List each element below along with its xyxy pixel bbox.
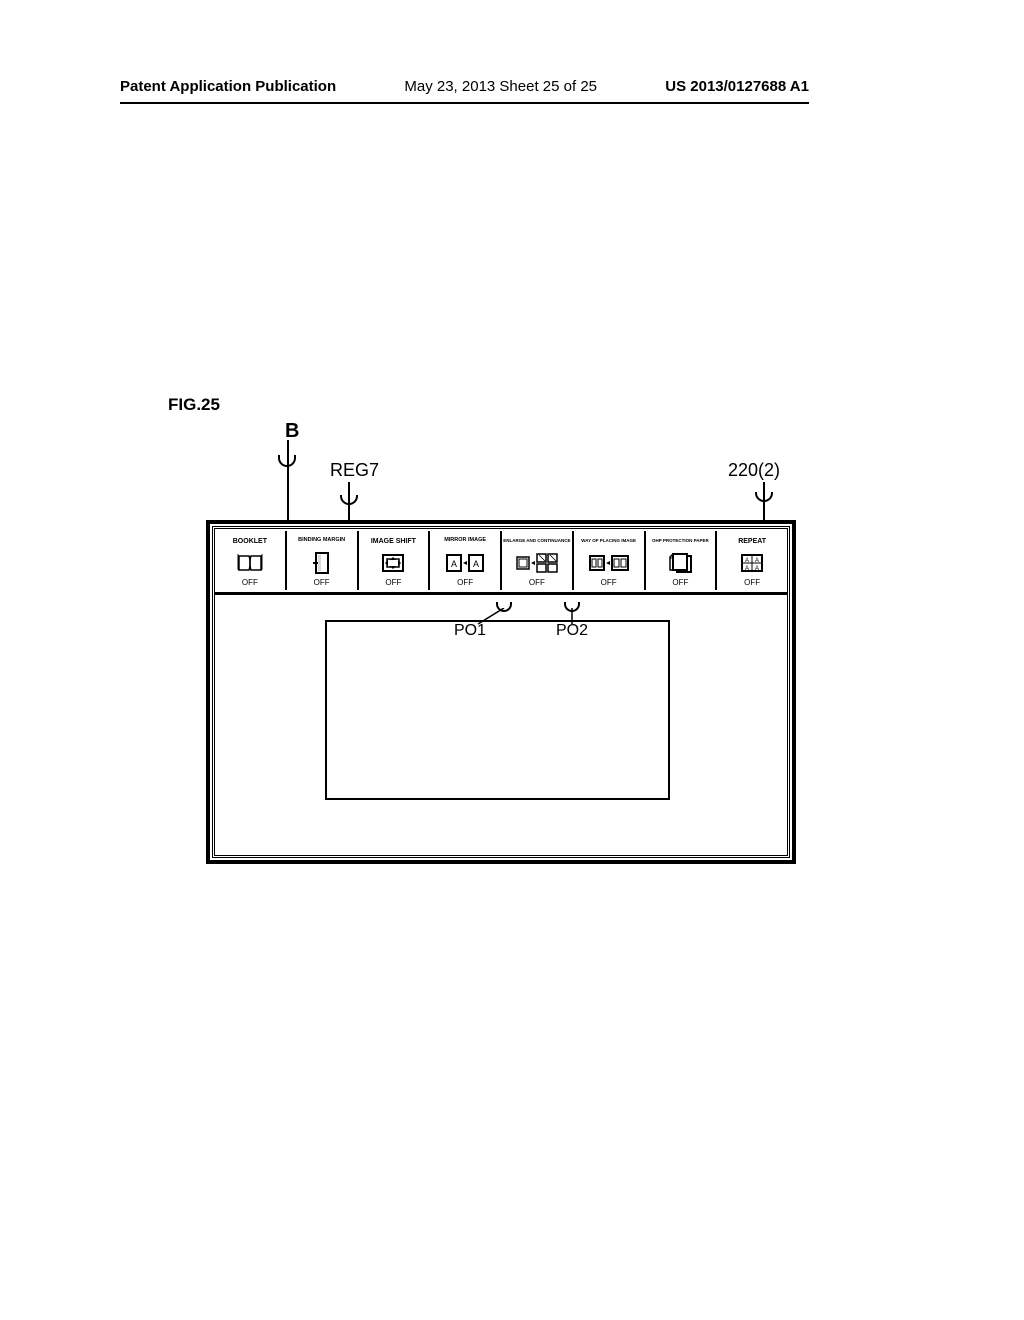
tb-ohp-protection-paper[interactable]: OHP PROTECTION PAPER OFF <box>646 531 718 590</box>
svg-text:A: A <box>745 558 749 564</box>
callout-reg7-label: REG7 <box>330 460 379 481</box>
svg-text:A: A <box>755 566 759 572</box>
tb-title: IMAGE SHIFT <box>371 534 416 548</box>
tb-title: BOOKLET <box>233 534 267 548</box>
header-left: Patent Application Publication <box>120 78 336 95</box>
repeat-icon: A A A A <box>719 550 785 576</box>
tb-title: OHP PROTECTION PAPER <box>652 534 709 548</box>
tb-way-of-placing-image[interactable]: WAY OF PLACING IMAGE OFF <box>574 531 646 590</box>
tb-status: OFF <box>529 578 545 587</box>
header-right: US 2013/0127688 A1 <box>665 78 809 95</box>
image-shift-icon <box>361 550 427 576</box>
callout-po1-leader <box>470 608 510 628</box>
figure-label: FIG.25 <box>168 395 220 415</box>
way-of-placing-image-icon <box>576 550 642 576</box>
mirror-image-icon: A A <box>432 550 498 576</box>
tb-enlarge-continuance[interactable]: ENLARGE AND CONTINUANCE <box>502 531 574 590</box>
header-mid: May 23, 2013 Sheet 25 of 25 <box>404 78 597 95</box>
tb-status: OFF <box>601 578 617 587</box>
tb-repeat[interactable]: REPEAT A A A A OFF <box>717 531 787 590</box>
callout-panel-id-label: 220(2) <box>728 460 780 481</box>
tb-booklet[interactable]: BOOKLET OFF <box>215 531 287 590</box>
tb-mirror-image[interactable]: MIRROR IMAGE A A OFF <box>430 531 502 590</box>
tb-title: REPEAT <box>738 534 766 548</box>
tb-binding-margin[interactable]: BINDING MARGIN OFF <box>287 531 359 590</box>
tb-status: OFF <box>744 578 760 587</box>
content-inner-rect <box>325 620 670 800</box>
tb-title: BINDING MARGIN <box>298 534 345 548</box>
callout-po2-leader <box>566 608 586 628</box>
display-panel: BOOKLET OFF BINDING MARGIN <box>206 520 796 864</box>
tb-title: MIRROR IMAGE <box>444 534 486 548</box>
patent-page: Patent Application Publication May 23, 2… <box>0 0 1024 1320</box>
binding-margin-icon <box>289 550 355 576</box>
svg-text:A: A <box>755 558 759 564</box>
callout-panel-id-leader <box>763 482 765 522</box>
svg-text:A: A <box>473 559 479 569</box>
function-toolbar: BOOKLET OFF BINDING MARGIN <box>215 529 787 595</box>
header-rule <box>120 102 809 104</box>
tb-status: OFF <box>385 578 401 587</box>
ohp-protection-paper-icon <box>648 550 714 576</box>
tb-status: OFF <box>672 578 688 587</box>
tb-title: ENLARGE AND CONTINUANCE <box>503 534 570 548</box>
tb-title: WAY OF PLACING IMAGE <box>581 534 636 548</box>
tb-status: OFF <box>314 578 330 587</box>
page-header: Patent Application Publication May 23, 2… <box>120 78 809 95</box>
tb-status: OFF <box>457 578 473 587</box>
svg-text:A: A <box>451 559 457 569</box>
enlarge-continuance-icon <box>504 550 570 576</box>
booklet-icon <box>217 550 283 576</box>
content-area <box>215 595 787 855</box>
svg-text:A: A <box>745 566 749 572</box>
display-panel-inner: BOOKLET OFF BINDING MARGIN <box>212 526 790 858</box>
callout-b-leader <box>287 440 289 530</box>
tb-status: OFF <box>242 578 258 587</box>
tb-image-shift[interactable]: IMAGE SHIFT OFF <box>359 531 431 590</box>
